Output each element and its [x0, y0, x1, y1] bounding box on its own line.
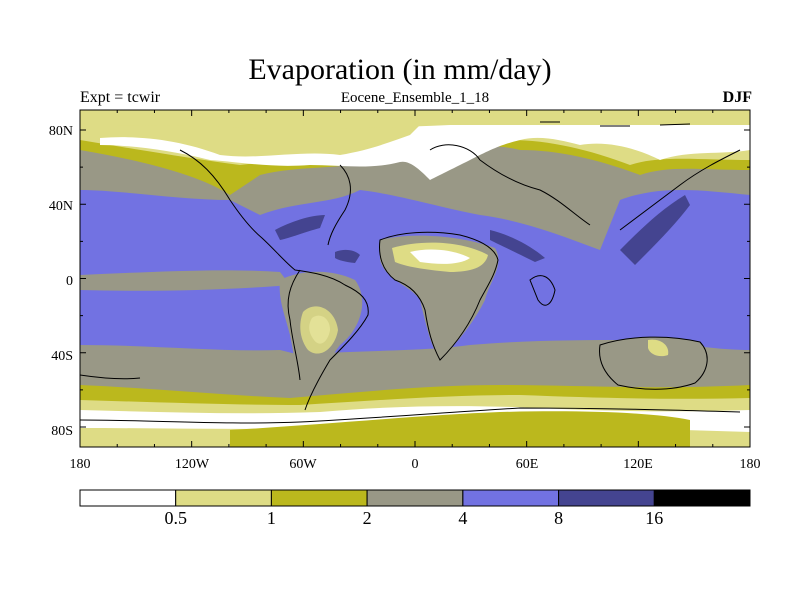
colorbar-label-1: 1 — [267, 508, 276, 528]
lat-label-80s: 80S — [51, 424, 73, 439]
lon-label-120e: 120E — [623, 457, 653, 472]
north-white-region — [100, 125, 750, 180]
colorbar-label-5: 16 — [645, 508, 663, 528]
map-plot-area — [80, 110, 750, 447]
arabian-sea-high — [490, 230, 545, 262]
east-pacific-high-2 — [335, 249, 360, 263]
nw-pacific-high — [620, 195, 690, 265]
lat-label-40s: 40S — [51, 349, 73, 364]
lat-label-0: 0 — [66, 274, 73, 289]
australia-light — [648, 339, 669, 357]
colorbar-label-4: 8 — [554, 508, 563, 528]
map-title: Evaporation (in mm/day) — [248, 53, 552, 86]
ensemble-label: Eocene_Ensemble_1_18 — [340, 90, 490, 106]
lon-label-120w: 120W — [175, 457, 210, 472]
lon-label-180e: 180 — [740, 457, 761, 472]
colorbar-swatch-2 — [270, 489, 368, 507]
axis-ticks — [79, 110, 751, 447]
colorbar-label-0: 0.5 — [164, 508, 187, 528]
lat-label-40n: 40N — [49, 199, 73, 214]
north-edge-strip — [80, 110, 750, 129]
colorbar-swatch-6 — [653, 489, 751, 507]
colorbar-label-3: 4 — [458, 508, 467, 528]
colorbar: 0.5 1 2 4 8 16 — [79, 489, 751, 528]
australia-region — [598, 337, 710, 391]
lon-label-60e: 60E — [516, 457, 539, 472]
south-america-light — [300, 306, 338, 354]
experiment-label: Expt = tcwir — [80, 89, 161, 106]
colorbar-swatch-3 — [366, 489, 464, 507]
colorbar-swatch-0 — [79, 489, 177, 507]
lon-label-180w: 180 — [70, 457, 91, 472]
colorbar-swatch-4 — [462, 489, 560, 507]
tropical-grey-band — [80, 270, 290, 291]
lon-label-0: 0 — [412, 457, 419, 472]
lon-label-60w: 60W — [289, 457, 317, 472]
colorbar-swatch-5 — [558, 489, 655, 507]
east-pacific-high-1 — [275, 215, 325, 240]
sahara-white — [410, 249, 470, 264]
colorbar-label-2: 2 — [363, 508, 372, 528]
antarctic-olive — [230, 411, 690, 447]
lat-label-80n: 80N — [49, 124, 73, 139]
coastlines — [80, 121, 741, 424]
colorbar-swatch-1 — [175, 489, 272, 507]
season-label: DJF — [722, 89, 752, 106]
